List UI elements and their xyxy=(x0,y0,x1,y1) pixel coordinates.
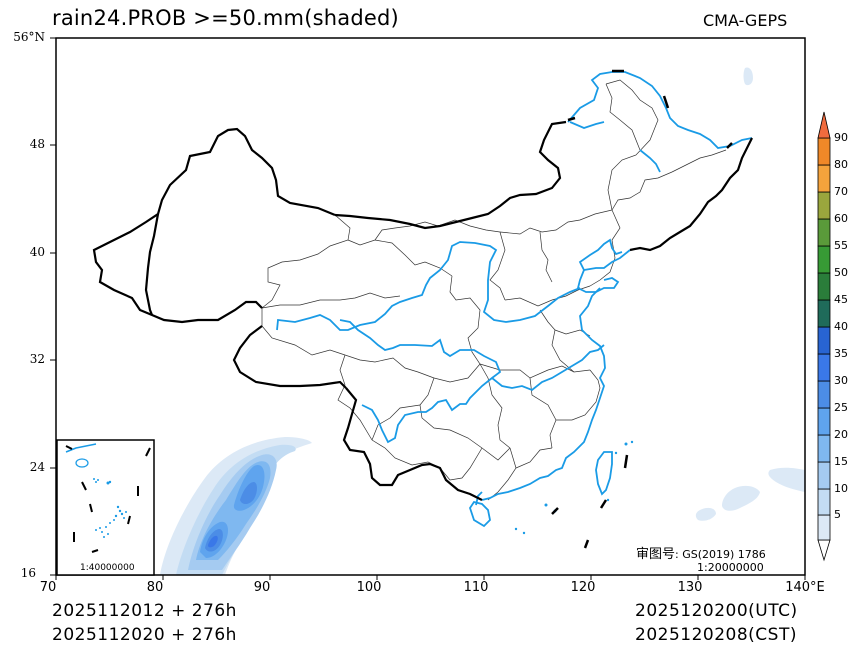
y-tick-32: 32 xyxy=(29,352,45,366)
axis-ticks xyxy=(50,37,806,580)
cb-label-45: 45 xyxy=(834,293,848,306)
south-china-sea-inset xyxy=(56,439,155,576)
inset-scale: 1:40000000 xyxy=(80,563,135,573)
x-tick-110: 110 xyxy=(463,580,489,595)
cb-label-80: 80 xyxy=(834,158,848,171)
cb-label-10: 10 xyxy=(834,482,848,495)
sea-boundary-dashes xyxy=(551,69,733,549)
y-tick-56: 56°N xyxy=(13,30,45,44)
init-time-utc: 2025112012 + 276h xyxy=(52,601,237,621)
init-time-cst: 2025112020 + 276h xyxy=(52,625,237,645)
y-tick-48: 48 xyxy=(29,137,45,151)
valid-time-cst: 2025120208(CST) xyxy=(635,625,797,645)
precip-probability-shading xyxy=(160,67,805,575)
national-border xyxy=(92,120,753,501)
approval-code: : GS(2019) 1786 xyxy=(675,548,766,561)
cb-label-35: 35 xyxy=(834,347,848,360)
island-dots xyxy=(514,440,634,535)
cb-label-5: 5 xyxy=(834,508,841,521)
cb-label-40: 40 xyxy=(834,320,848,333)
x-tick-130: 130 xyxy=(677,580,703,595)
cb-label-25: 25 xyxy=(834,401,848,414)
y-tick-40: 40 xyxy=(29,245,45,259)
cb-label-15: 15 xyxy=(834,455,848,468)
cb-label-20: 20 xyxy=(834,428,848,441)
x-tick-100: 100 xyxy=(356,580,382,595)
cb-label-60: 60 xyxy=(834,212,848,225)
cb-label-55: 55 xyxy=(834,239,848,252)
model-name: CMA-GEPS xyxy=(703,11,788,30)
cb-label-70: 70 xyxy=(834,185,848,198)
province-borders xyxy=(261,79,727,501)
colorbar xyxy=(817,111,831,562)
x-tick-80: 80 xyxy=(146,580,164,595)
approval-label: 审图号 xyxy=(636,547,676,562)
x-tick-90: 90 xyxy=(253,580,271,595)
map-approval: 审图号: GS(2019) 1786 xyxy=(636,543,766,562)
y-tick-24: 24 xyxy=(29,460,45,474)
cb-label-50: 50 xyxy=(834,266,848,279)
cb-label-30: 30 xyxy=(834,374,848,387)
valid-time-utc: 2025120200(UTC) xyxy=(635,601,798,621)
main-scale: 1:20000000 xyxy=(697,561,764,574)
x-tick-120: 120 xyxy=(570,580,596,595)
y-tick-16: 16 xyxy=(20,566,36,580)
cb-label-90: 90 xyxy=(834,131,848,144)
rivers-and-coastline xyxy=(276,71,753,528)
map-frame xyxy=(55,37,806,576)
x-tick-70: 70 xyxy=(39,580,57,595)
chart-title: rain24.PROB >=50.mm(shaded) xyxy=(52,6,399,30)
x-tick-140: 140°E xyxy=(785,580,825,595)
